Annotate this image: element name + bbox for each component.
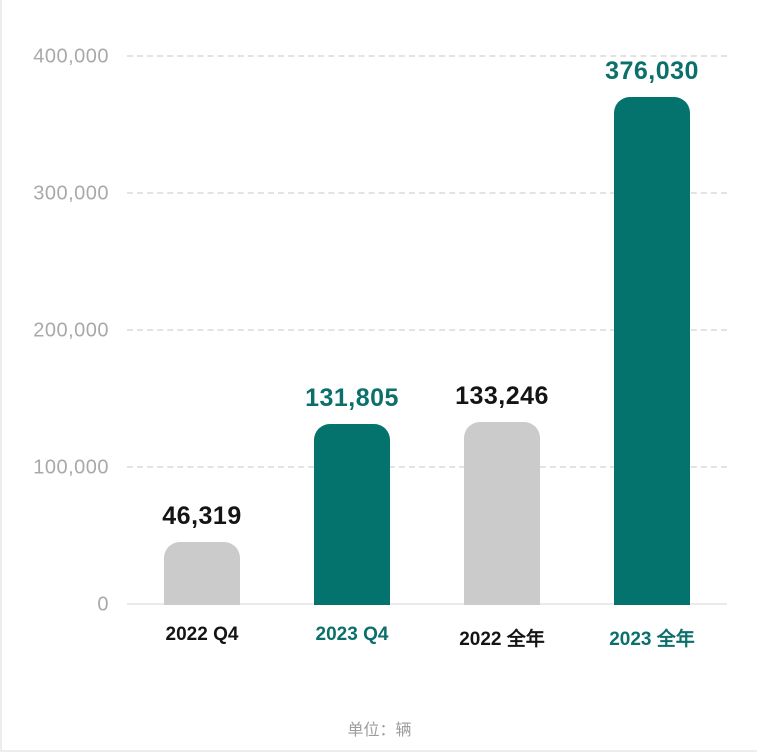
y-tick-label: 0 bbox=[97, 593, 109, 616]
y-tick-label: 300,000 bbox=[33, 182, 109, 205]
plot-area: 46,319 131,805 133,246 376,030 bbox=[127, 55, 727, 605]
y-tick-label: 400,000 bbox=[33, 45, 109, 68]
bar-value-label: 46,319 bbox=[162, 501, 242, 530]
gridline bbox=[127, 55, 727, 57]
y-tick-label: 100,000 bbox=[33, 456, 109, 479]
bar-value-label: 131,805 bbox=[305, 384, 399, 413]
bar bbox=[614, 97, 690, 605]
x-tick-label: 2022 全年 bbox=[459, 629, 545, 650]
bar-value-label: 376,030 bbox=[605, 57, 699, 85]
x-tick-label: 2022 Q4 bbox=[165, 624, 239, 645]
x-axis-labels: 2022 Q4 2023 Q4 2022 全年 2023 全年 bbox=[127, 624, 727, 651]
bars-container: 46,319 131,805 133,246 376,030 bbox=[127, 57, 727, 605]
unit-note: 单位：辆 bbox=[347, 722, 412, 739]
bar-value-label: 133,246 bbox=[455, 382, 549, 411]
y-axis-labels: 0 100,000 200,000 300,000 400,000 bbox=[2, 46, 109, 616]
x-tick-label: 2023 全年 bbox=[609, 629, 695, 650]
x-axis-baseline bbox=[127, 603, 727, 605]
gridline bbox=[127, 192, 727, 194]
bar bbox=[464, 422, 540, 605]
y-tick-label: 200,000 bbox=[33, 319, 109, 342]
bar-group: 376,030 bbox=[577, 57, 727, 605]
gridline bbox=[127, 466, 727, 468]
bar-group: 46,319 bbox=[127, 57, 277, 605]
bar-group: 133,246 bbox=[427, 57, 577, 605]
bar-group: 131,805 bbox=[277, 57, 427, 605]
bar bbox=[314, 424, 390, 605]
gridline bbox=[127, 329, 727, 331]
x-tick-label: 2023 Q4 bbox=[315, 624, 389, 645]
bar bbox=[164, 541, 240, 605]
